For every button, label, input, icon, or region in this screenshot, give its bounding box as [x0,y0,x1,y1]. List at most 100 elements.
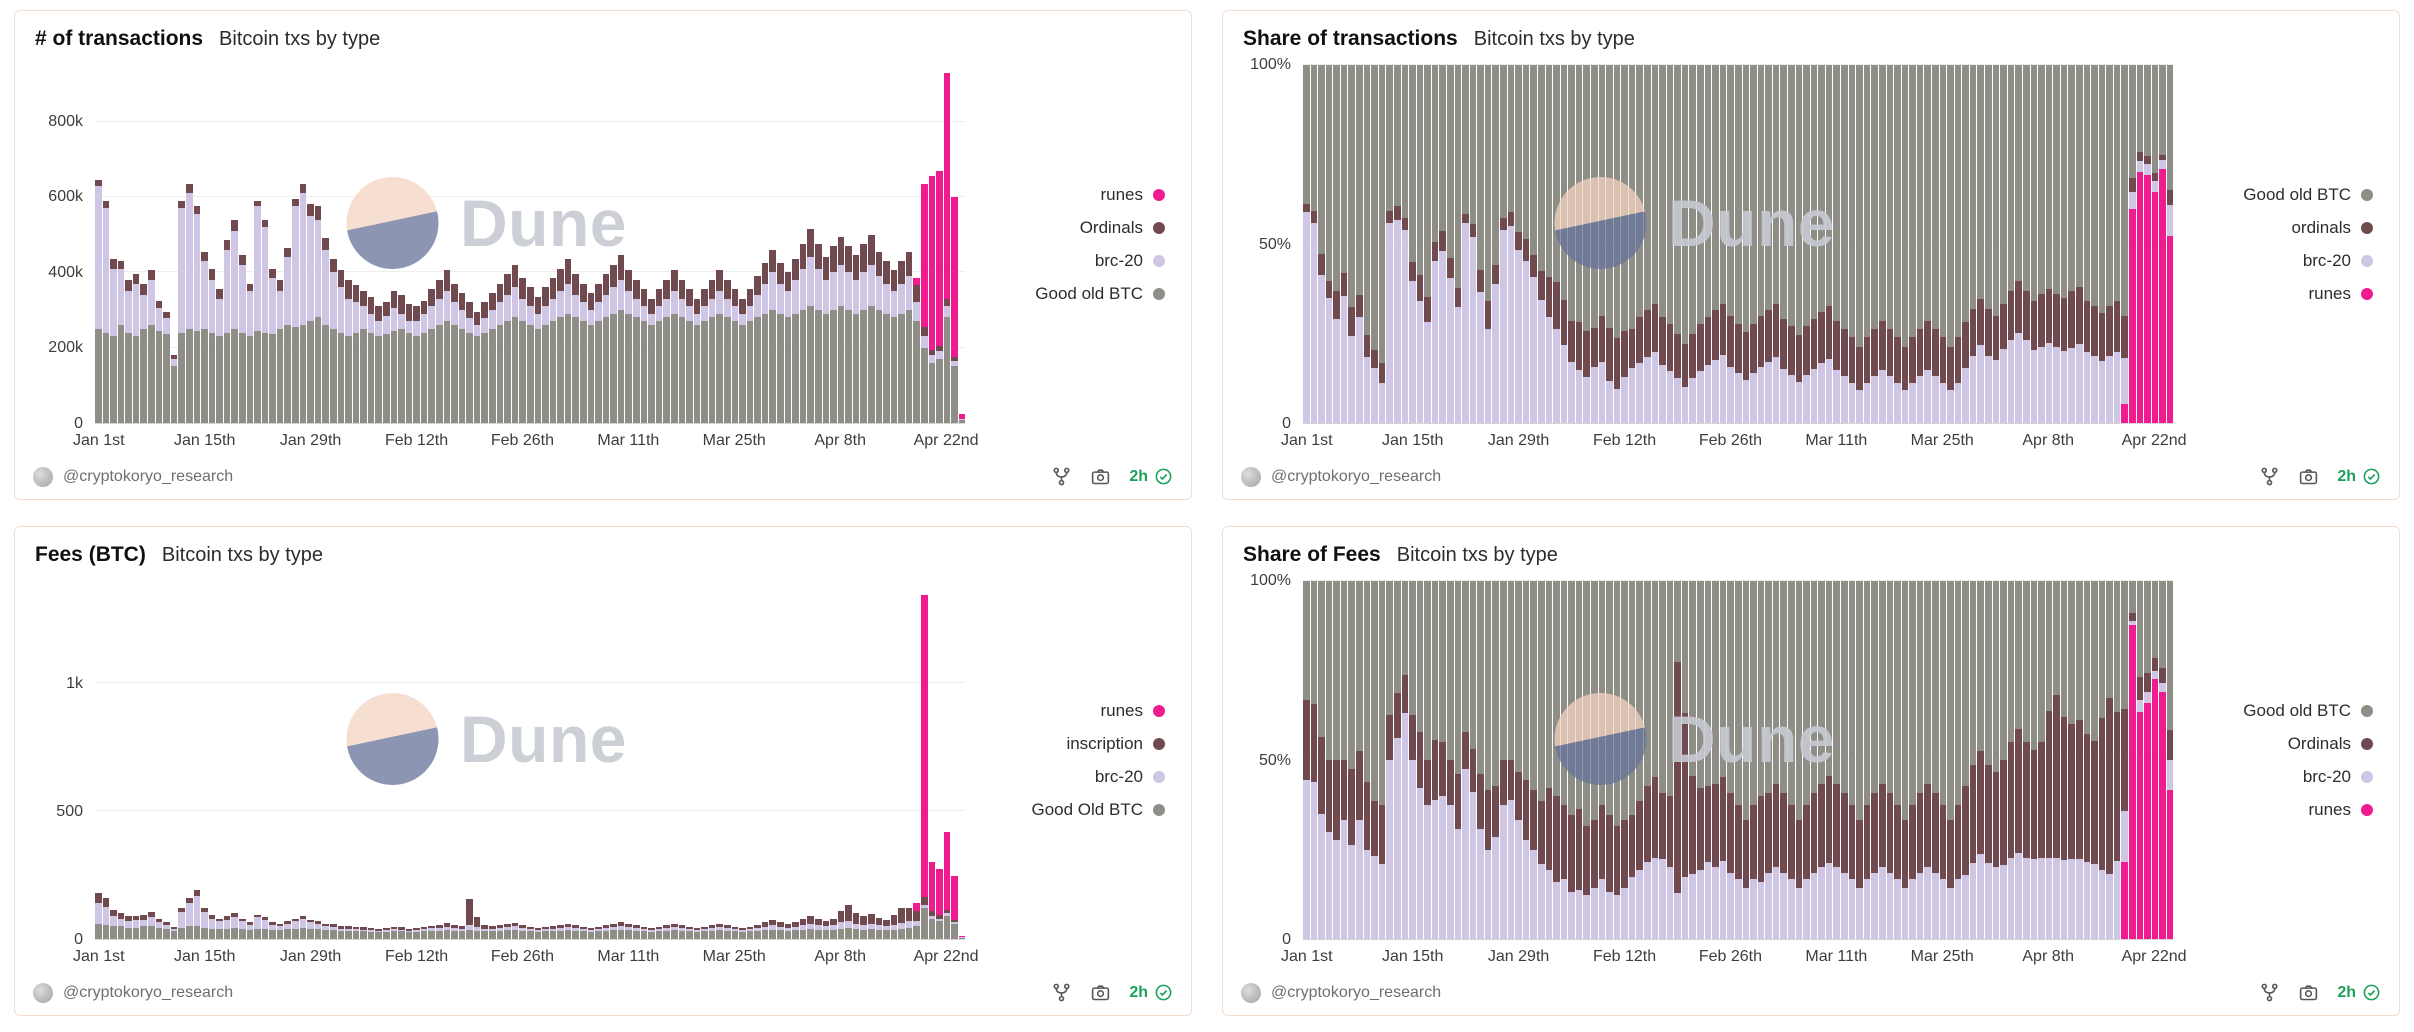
bar[interactable] [921,581,928,939]
bar-segment-inscription[interactable] [1598,804,1606,880]
bar[interactable] [777,65,784,423]
bar-segment-ordinals[interactable] [822,257,830,280]
bar-segment-ordinals[interactable] [1734,323,1742,374]
bar-segment-runes[interactable] [2151,192,2159,423]
bar[interactable] [746,581,754,939]
bar[interactable] [1901,65,1909,423]
bar-segment-ordinals[interactable] [830,245,837,273]
bar-segment-good_old_btc[interactable] [307,928,314,939]
bar-segment-good_old_btc[interactable] [1742,581,1750,820]
bar[interactable] [1522,65,1530,423]
bar-segment-brc20[interactable] [367,313,375,333]
bar-segment-good_old_btc[interactable] [830,309,837,423]
bar-segment-good_old_btc[interactable] [2159,581,2166,669]
bar-segment-brc20[interactable] [898,923,905,929]
bar-segment-good_old_btc[interactable] [2136,65,2144,153]
bar[interactable] [1757,65,1765,423]
bar-segment-good_old_btc[interactable] [1530,581,1537,790]
bar-segment-inscription[interactable] [693,928,701,931]
bar[interactable] [238,65,246,423]
bar-segment-good_old_btc[interactable] [1848,581,1856,805]
bar[interactable] [148,581,155,939]
bar[interactable] [769,581,777,939]
bar-segment-inscription[interactable] [1780,793,1787,873]
bar-segment-good_old_btc[interactable] [792,313,799,423]
bar-segment-brc20[interactable] [1909,382,1916,423]
bar-segment-good_old_btc[interactable] [1954,581,1962,805]
bar-segment-good_old_btc[interactable] [1886,65,1894,329]
bar-segment-good_old_btc[interactable] [451,325,458,423]
bar-segment-ordinals[interactable] [1537,270,1545,300]
bar-segment-ordinals[interactable] [458,293,466,310]
bar-segment-brc20[interactable] [913,921,921,927]
bar[interactable] [307,581,314,939]
bar-segment-runes[interactable] [2144,174,2151,423]
bar[interactable] [1871,65,1878,423]
bar-segment-good_old_btc[interactable] [875,309,883,423]
bar[interactable] [201,65,208,423]
bar-segment-inscription[interactable] [1674,661,1681,893]
bar[interactable] [1788,65,1795,423]
bar[interactable] [443,581,451,939]
bar[interactable] [1856,581,1863,939]
bar-segment-inscription[interactable] [1818,783,1825,868]
bar-segment-good_old_btc[interactable] [269,334,276,423]
bar-segment-good_old_btc[interactable] [1727,581,1734,794]
bar-segment-good_old_btc[interactable] [1356,581,1363,752]
bar[interactable] [496,65,504,423]
bar-segment-good_old_btc[interactable] [716,930,723,939]
author-avatar[interactable] [33,466,53,487]
bar-segment-inscription[interactable] [860,916,867,925]
bar-segment-brc20[interactable] [1560,344,1568,423]
bar-segment-good_old_btc[interactable] [1924,65,1931,322]
bar[interactable] [1325,581,1333,939]
bar-segment-brc20[interactable] [269,924,276,931]
bar-segment-inscription[interactable] [443,923,451,927]
bar[interactable] [1371,581,1378,939]
bar[interactable] [1356,581,1363,939]
bar[interactable] [1598,65,1606,423]
bar-segment-good_old_btc[interactable] [231,927,238,939]
bar[interactable] [1477,65,1484,423]
legend-item-brc20[interactable]: brc-20 [1095,767,1165,787]
bar-segment-inscription[interactable] [564,923,572,928]
bar-segment-inscription[interactable] [1446,760,1454,805]
bar-segment-brc20[interactable] [2098,361,2106,423]
bar-segment-good_old_btc[interactable] [943,916,951,939]
bar-segment-brc20[interactable] [1810,368,1818,423]
bar-segment-good_old_btc[interactable] [2136,581,2144,677]
bar[interactable] [1325,65,1333,423]
bar[interactable] [132,65,140,423]
bar-segment-ordinals[interactable] [1439,230,1446,251]
bar-segment-brc20[interactable] [2022,858,2030,939]
bar-segment-good_old_btc[interactable] [261,332,269,423]
bar-segment-good_old_btc[interactable] [1659,581,1666,794]
bar[interactable] [1416,65,1424,423]
bar-segment-inscription[interactable] [1765,793,1772,873]
bar[interactable] [1788,581,1795,939]
bar[interactable] [132,581,140,939]
plot-area[interactable]: Dune [1303,580,2174,940]
bar-segment-brc20[interactable] [1833,867,1841,939]
bar-segment-runes[interactable] [2159,691,2166,939]
bar-segment-inscription[interactable] [2030,750,2038,860]
bar-segment-good_old_btc[interactable] [95,923,102,939]
bar-segment-ordinals[interactable] [1386,210,1393,223]
bar-segment-ordinals[interactable] [2098,312,2106,362]
bar-segment-ordinals[interactable] [1393,205,1401,221]
bar[interactable] [928,65,936,423]
bar-segment-good_old_btc[interactable] [1750,65,1757,324]
bar[interactable] [1484,581,1492,939]
bar-segment-inscription[interactable] [814,918,822,926]
bar-segment-brc20[interactable] [921,904,928,909]
bar-segment-good_old_btc[interactable] [2075,581,2083,720]
bar-segment-brc20[interactable] [1431,260,1439,423]
bar-segment-inscription[interactable] [238,918,246,922]
bar[interactable] [1356,65,1363,423]
bar-segment-ordinals[interactable] [2060,298,2068,351]
bar-segment-good_old_btc[interactable] [928,918,936,939]
bar-segment-good_old_btc[interactable] [2106,65,2113,307]
bar-segment-good_old_btc[interactable] [867,929,875,939]
bar-segment-inscription[interactable] [1303,700,1310,780]
bar-segment-brc20[interactable] [2136,700,2144,713]
